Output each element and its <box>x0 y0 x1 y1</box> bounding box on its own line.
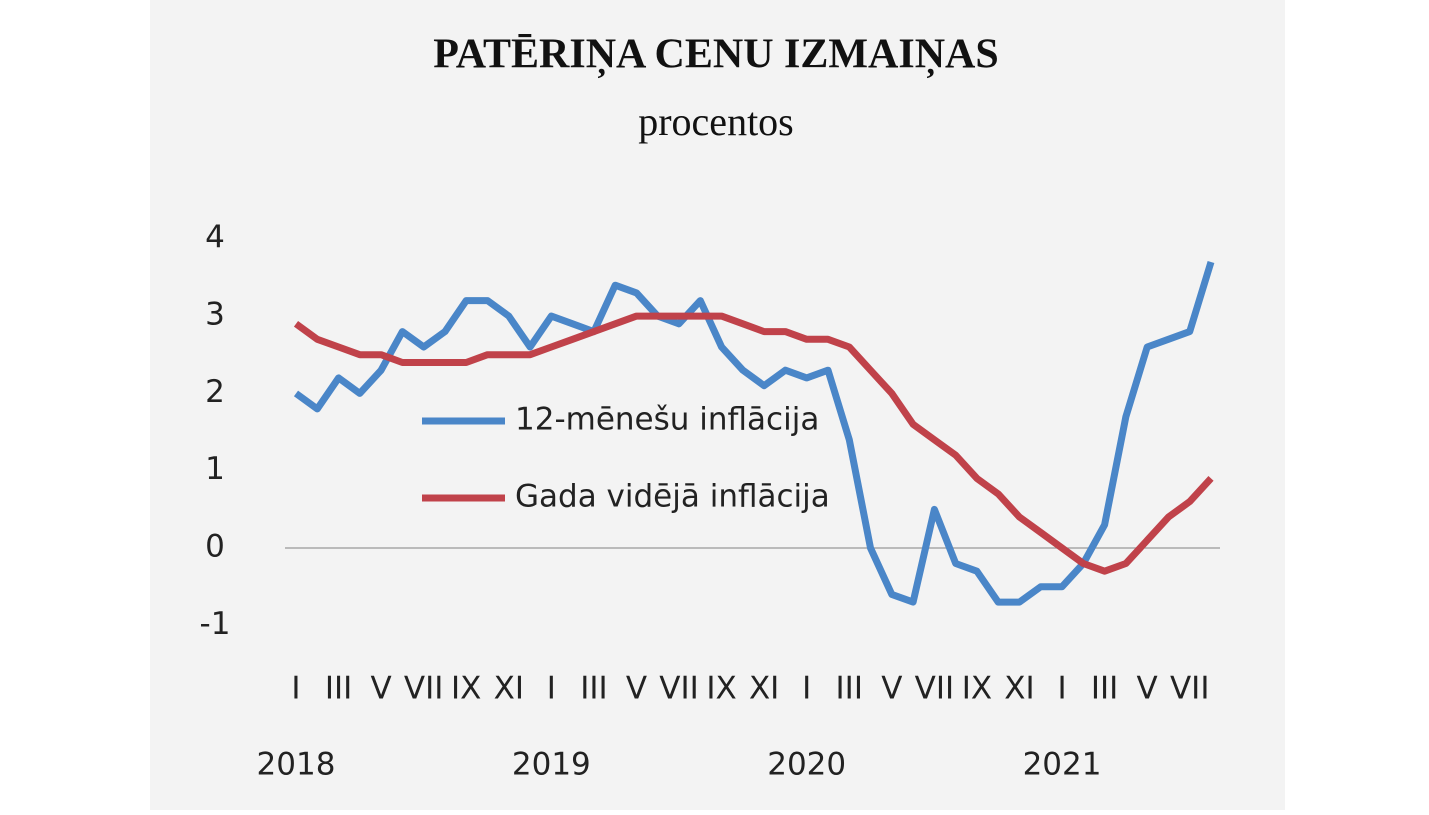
x-tick-label: III <box>325 671 352 707</box>
x-tick-label: III <box>836 671 863 707</box>
series-line <box>293 260 1215 606</box>
x-tick-label: I <box>291 671 300 707</box>
y-tick-label: -1 <box>200 606 231 642</box>
chart-title: PATĒRIŅA CENU IZMAIŅAS <box>433 32 999 79</box>
legend-label: 12-mēnešu inflācija <box>515 402 819 438</box>
y-tick-label: 2 <box>205 374 225 410</box>
x-tick-label: VII <box>659 671 699 707</box>
series-line <box>293 312 1214 575</box>
x-tick-label: V <box>1137 671 1158 707</box>
chart-panel <box>150 0 1285 810</box>
x-tick-label: III <box>1091 671 1118 707</box>
year-label: 2020 <box>767 747 846 783</box>
year-label: 2019 <box>512 747 591 783</box>
x-tick-label: XI <box>494 671 524 707</box>
x-tick-label: V <box>626 671 647 707</box>
y-tick-label: 1 <box>205 451 225 487</box>
x-tick-label: I <box>1057 671 1066 707</box>
x-tick-label: IX <box>451 671 481 707</box>
x-tick-label: I <box>547 671 556 707</box>
year-label: 2021 <box>1023 747 1102 783</box>
x-tick-label: VII <box>915 671 955 707</box>
x-tick-label: I <box>802 671 811 707</box>
x-tick-label: V <box>881 671 902 707</box>
x-tick-label: VII <box>1170 671 1210 707</box>
year-label: 2018 <box>257 747 336 783</box>
y-tick-label: 3 <box>205 297 225 333</box>
x-tick-label: VII <box>404 671 444 707</box>
x-tick-label: V <box>371 671 392 707</box>
legend-label: Gada vidējā inflācija <box>515 479 830 515</box>
y-tick-label: 0 <box>205 529 225 565</box>
x-tick-label: IX <box>962 671 992 707</box>
x-tick-label: III <box>580 671 607 707</box>
x-tick-label: XI <box>1004 671 1034 707</box>
x-tick-label: IX <box>706 671 736 707</box>
chart-subtitle: procentos <box>638 99 794 144</box>
x-tick-label: XI <box>749 671 779 707</box>
y-tick-label: 4 <box>205 219 225 255</box>
